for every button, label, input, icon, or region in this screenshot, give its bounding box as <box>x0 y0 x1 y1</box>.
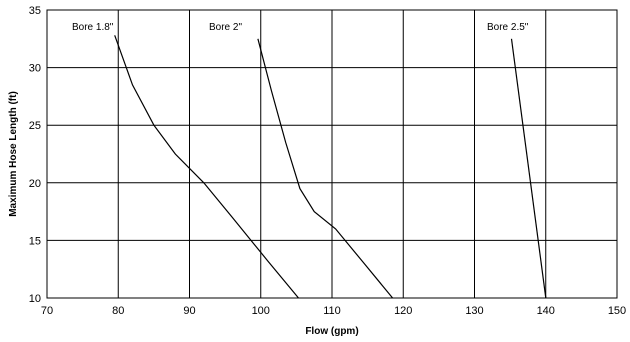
y-tick-label: 35 <box>29 5 41 17</box>
grid-layer <box>46 9 618 299</box>
series-label-2: Bore 2" <box>209 22 242 33</box>
tick-label-layer: 70 80 90 100 110 120 130 140 150 10 15 20 25 30 35 <box>29 5 626 317</box>
x-tick-label: 80 <box>112 305 124 317</box>
plot-area-frame <box>46 9 618 299</box>
x-tick-label: 140 <box>537 305 555 317</box>
y-axis-title: Maximum Hose Length (ft) <box>8 91 19 217</box>
x-tick-label: 100 <box>252 305 270 317</box>
x-axis-title: Flow (gpm) <box>305 326 358 337</box>
series-line-3 <box>510 38 547 299</box>
series-layer <box>114 35 547 299</box>
x-tick-label: 70 <box>41 305 53 317</box>
y-tick-label: 10 <box>29 293 41 305</box>
x-tick-label: 120 <box>394 305 412 317</box>
x-tick-label: 110 <box>323 305 341 317</box>
series-label-1: Bore 1.8" <box>72 22 114 33</box>
series-line-2 <box>257 38 394 299</box>
x-tick-label: 90 <box>183 305 195 317</box>
x-tick-label: 150 <box>608 305 626 317</box>
series-label-layer: Bore 1.8" Bore 2" Bore 2.5" <box>72 22 529 33</box>
y-tick-label: 25 <box>29 120 41 132</box>
y-tick-label: 30 <box>29 63 41 75</box>
series-label-3: Bore 2.5" <box>487 22 529 33</box>
x-tick-label: 130 <box>465 305 483 317</box>
y-tick-label: 15 <box>29 235 41 247</box>
y-tick-label: 20 <box>29 178 41 190</box>
series-line-1 <box>114 35 299 299</box>
